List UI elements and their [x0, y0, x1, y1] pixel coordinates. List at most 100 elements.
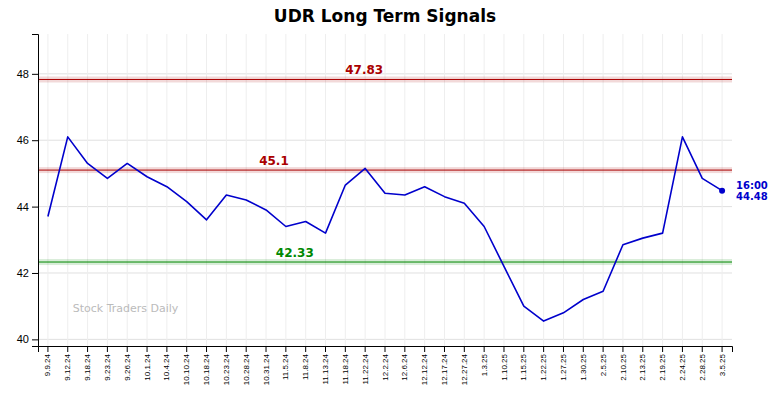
x-tick: 12.27.24: [460, 346, 469, 385]
y-tick-mark: [32, 273, 38, 274]
x-tick: 9.18.24: [83, 346, 92, 381]
x-tick-label: 9.12.24: [63, 353, 72, 380]
x-tick-mark: [722, 346, 723, 352]
y-tick-mark: [32, 339, 38, 340]
x-tick: 1.30.25: [579, 346, 588, 381]
x-tick-mark: [206, 346, 207, 352]
y-tick-mark: [32, 74, 38, 75]
reference-band: [38, 76, 732, 82]
x-tick: 11.22.24: [361, 346, 370, 385]
price-line: [48, 137, 722, 321]
reference-line: [38, 170, 732, 171]
x-tick-mark: [166, 346, 167, 352]
reference-label: 45.1: [259, 154, 289, 168]
x-tick-mark: [702, 346, 703, 352]
y-axis: 40 42 44 46 48: [17, 35, 39, 347]
y-tick: 48: [17, 68, 38, 80]
x-tick-label: 10.28.24: [242, 353, 251, 385]
x-tick: 2.10.25: [619, 346, 628, 381]
watermark: Stock Traders Daily: [73, 302, 179, 315]
x-tick-mark: [305, 346, 306, 352]
x-tick: 2.5.25: [599, 346, 608, 376]
x-tick-label: 2.13.25: [638, 353, 647, 380]
y-tick-label: 46: [17, 134, 29, 146]
x-tick-mark: [484, 346, 485, 352]
x-tick-label: 1.30.25: [579, 353, 588, 380]
x-tick-label: 2.24.25: [678, 353, 687, 380]
x-tick-mark: [325, 346, 326, 352]
x-axis-line: [39, 347, 733, 353]
x-tick: 9.26.24: [123, 346, 132, 381]
x-tick-label: 11.22.24: [361, 353, 370, 384]
x-tick-mark: [543, 346, 544, 352]
x-tick-mark: [503, 346, 504, 352]
x-tick-mark: [365, 346, 366, 352]
reference-line: [38, 79, 732, 80]
x-tick-mark: [682, 346, 683, 352]
reference-band: [38, 167, 732, 173]
x-tick-mark: [266, 346, 267, 352]
x-tick: 12.2.24: [381, 346, 390, 381]
x-tick: 9.9.24: [43, 346, 52, 376]
x-tick-label: 10.1.24: [143, 353, 152, 380]
x-tick-label: 1.10.25: [500, 353, 509, 380]
x-tick-label: 1.22.25: [539, 353, 548, 380]
x-tick-label: 11.5.24: [281, 353, 290, 380]
y-axis-line: [32, 35, 39, 347]
x-tick-mark: [226, 346, 227, 352]
x-tick-mark: [107, 346, 108, 352]
plot-area: [38, 76, 732, 321]
x-tick: 12.6.24: [400, 346, 409, 381]
y-tick: 40: [17, 333, 38, 345]
last-point: [719, 188, 725, 194]
x-tick: 11.8.24: [301, 346, 310, 380]
x-tick-label: 10.23.24: [222, 353, 231, 385]
x-tick-mark: [464, 346, 465, 352]
x-tick: 11.18.24: [341, 346, 350, 385]
x-tick: 11.13.24: [321, 346, 330, 385]
x-tick-label: 10.18.24: [202, 353, 211, 385]
x-tick-label: 11.18.24: [341, 353, 350, 384]
x-tick-mark: [47, 346, 48, 352]
x-tick-label: 12.6.24: [400, 353, 409, 380]
x-tick-mark: [622, 346, 623, 352]
x-tick-label: 11.8.24: [301, 353, 310, 380]
x-tick: 1.10.25: [500, 346, 509, 381]
x-tick-mark: [67, 346, 68, 352]
x-tick-label: 2.5.25: [599, 353, 608, 376]
y-tick-label: 48: [17, 68, 29, 80]
y-tick: 42: [17, 267, 38, 279]
x-tick-mark: [345, 346, 346, 352]
x-tick: 1.3.25: [480, 346, 489, 376]
title: UDR Long Term Signals: [274, 6, 496, 26]
x-tick-mark: [424, 346, 425, 352]
x-tick: 10.23.24: [222, 346, 231, 385]
x-tick-mark: [147, 346, 148, 352]
x-tick-mark: [662, 346, 663, 352]
x-tick: 10.31.24: [262, 346, 271, 385]
x-tick-label: 12.17.24: [440, 353, 449, 385]
x-tick-label: 11.13.24: [321, 353, 330, 384]
x-tick-mark: [186, 346, 187, 352]
chart: 40424446489.9.249.12.249.18.249.23.249.2…: [0, 0, 784, 398]
reference-line: [38, 262, 732, 263]
x-tick-mark: [404, 346, 405, 352]
x-tick-label: 10.4.24: [162, 353, 171, 380]
reference-band: [38, 259, 732, 265]
y-tick-label: 44: [17, 201, 29, 213]
x-tick-label: 12.27.24: [460, 353, 469, 385]
x-tick: 9.12.24: [63, 346, 72, 381]
x-tick: 12.12.24: [420, 346, 429, 385]
x-tick-label: 2.19.25: [658, 353, 667, 380]
x-tick: 3.5.25: [718, 346, 727, 376]
x-tick: 2.24.25: [678, 346, 687, 381]
x-tick: 2.13.25: [638, 346, 647, 381]
x-tick-label: 3.5.25: [718, 353, 727, 376]
x-tick: 1.15.25: [519, 346, 528, 381]
x-tick-mark: [642, 346, 643, 352]
x-tick-mark: [127, 346, 128, 352]
x-tick-label: 9.26.24: [123, 353, 132, 380]
x-tick-label: 9.9.24: [43, 353, 52, 376]
x-tick-mark: [583, 346, 584, 352]
last-price-label: 16:0044.48: [736, 180, 768, 202]
